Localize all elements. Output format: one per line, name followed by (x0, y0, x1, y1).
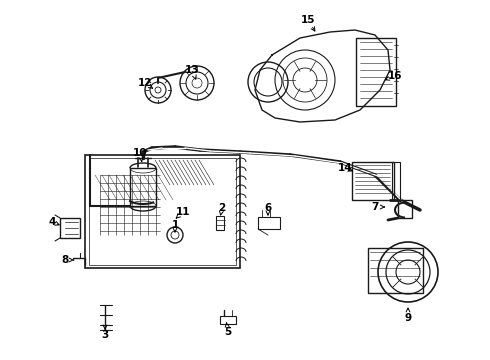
Bar (60, 218, 80, 238)
Text: 5: 5 (224, 327, 232, 337)
Text: 4: 4 (49, 217, 56, 227)
Bar (220, 316, 236, 324)
Bar (258, 217, 280, 229)
Text: 16: 16 (388, 71, 402, 81)
Bar (130, 168, 156, 206)
Text: 15: 15 (301, 15, 315, 25)
Text: 2: 2 (219, 203, 225, 213)
Text: 14: 14 (338, 163, 352, 173)
Text: 6: 6 (265, 203, 271, 213)
Text: 10: 10 (133, 148, 147, 158)
Bar (398, 200, 412, 218)
Bar (89, 158, 236, 265)
Bar (368, 248, 423, 293)
Text: 11: 11 (176, 207, 190, 217)
Text: 12: 12 (138, 78, 152, 88)
Bar (85, 155, 240, 268)
Text: 13: 13 (185, 65, 199, 75)
Bar (352, 162, 394, 200)
Bar (392, 162, 400, 200)
Bar (356, 38, 396, 106)
Text: 1: 1 (172, 220, 179, 230)
Text: 7: 7 (371, 202, 379, 212)
Text: 3: 3 (101, 330, 109, 340)
Text: 9: 9 (404, 313, 412, 323)
Text: 8: 8 (61, 255, 69, 265)
Bar (216, 216, 224, 230)
